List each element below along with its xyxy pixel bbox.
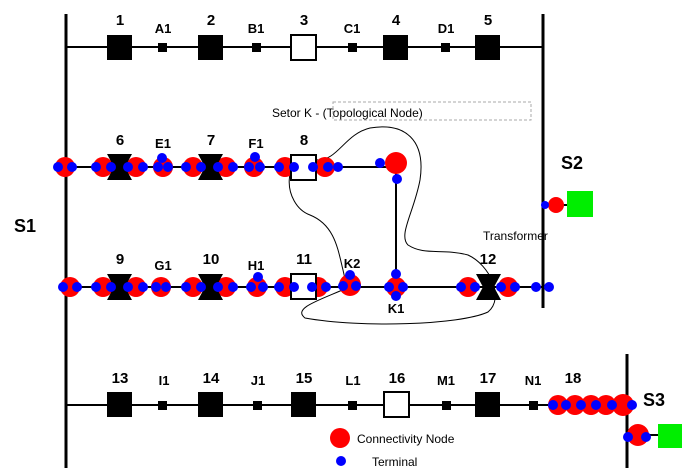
label-14: 14 [203,370,220,387]
terminals-row-4 [548,400,651,442]
source-s3 [658,424,682,448]
node-j1 [253,401,262,410]
node-i1 [158,401,167,410]
node-labels: A1 B1 C1 D1 E1 F1 G1 H1 K2 K1 I1 J1 L1 M… [154,21,541,388]
label-18: 18 [565,370,582,387]
sector-label-frame [332,101,532,121]
legend-terminal-swatch [336,456,346,466]
label-2: 2 [207,12,215,29]
label-b1: B1 [248,21,265,36]
label-s1: S1 [14,216,36,236]
breaker-2 [198,35,223,60]
source-s2 [567,191,593,217]
legend-terminal-label: Terminal [372,455,417,469]
label-i1: I1 [159,373,170,388]
label-7: 7 [207,132,215,149]
node-n1 [529,401,538,410]
label-6: 6 [116,132,124,149]
label-g1: G1 [154,258,171,273]
label-11: 11 [296,251,312,268]
node-c1 [348,43,357,52]
label-c1: C1 [344,21,361,36]
breaker-1 [107,35,132,60]
label-j1: J1 [251,373,265,388]
label-s2: S2 [561,153,583,173]
sector-k-label: Setor K - (Topological Node) [272,106,423,120]
label-4: 4 [392,12,401,29]
breaker-9 [107,274,132,300]
terminals-row-2 [53,152,402,184]
breaker-17 [475,392,500,417]
breaker-15 [291,392,316,417]
legend-connectivity-node-swatch [330,428,350,448]
breaker-4 [383,35,408,60]
breaker-10 [198,274,223,300]
label-f1: F1 [248,136,263,151]
breaker-5 [475,35,500,60]
transformer-12 [476,274,501,300]
s2-terminal [541,201,549,209]
node-d1 [441,43,450,52]
switch-16-open [383,391,410,418]
label-d1: D1 [438,21,455,36]
transformer-label: Transformer [483,229,548,243]
s2-connectivity-node [548,197,564,213]
node-b1 [252,43,261,52]
label-n1: N1 [525,373,542,388]
label-a1: A1 [155,21,172,36]
sector-k-boundary [288,126,496,325]
label-16: 16 [389,370,406,387]
label-17: 17 [480,370,497,387]
breaker-14 [198,392,223,417]
legend-connectivity-node-label: Connectivity Node [357,432,455,446]
label-5: 5 [484,12,492,29]
breaker-6 [107,154,132,180]
label-s3: S3 [643,390,665,410]
label-k1: K1 [388,301,405,316]
node-a1 [158,43,167,52]
label-h1: H1 [248,258,265,273]
terminals-row-3 [58,269,554,301]
label-l1: L1 [345,373,360,388]
label-12: 12 [480,251,497,268]
node-l1 [348,401,357,410]
label-k2: K2 [344,256,361,271]
label-3: 3 [300,12,308,29]
breaker-7 [198,154,223,180]
label-10: 10 [203,251,220,268]
switch-labels: 1 2 3 4 5 6 7 8 9 10 11 12 13 14 15 16 1… [112,12,582,387]
node-m1 [442,401,451,410]
switch-3-open [290,34,317,61]
label-1: 1 [116,12,124,29]
label-e1: E1 [155,136,171,151]
label-m1: M1 [437,373,455,388]
label-8: 8 [300,132,308,149]
label-13: 13 [112,370,129,387]
label-15: 15 [296,370,313,387]
label-9: 9 [116,251,124,268]
breaker-13 [107,392,132,417]
